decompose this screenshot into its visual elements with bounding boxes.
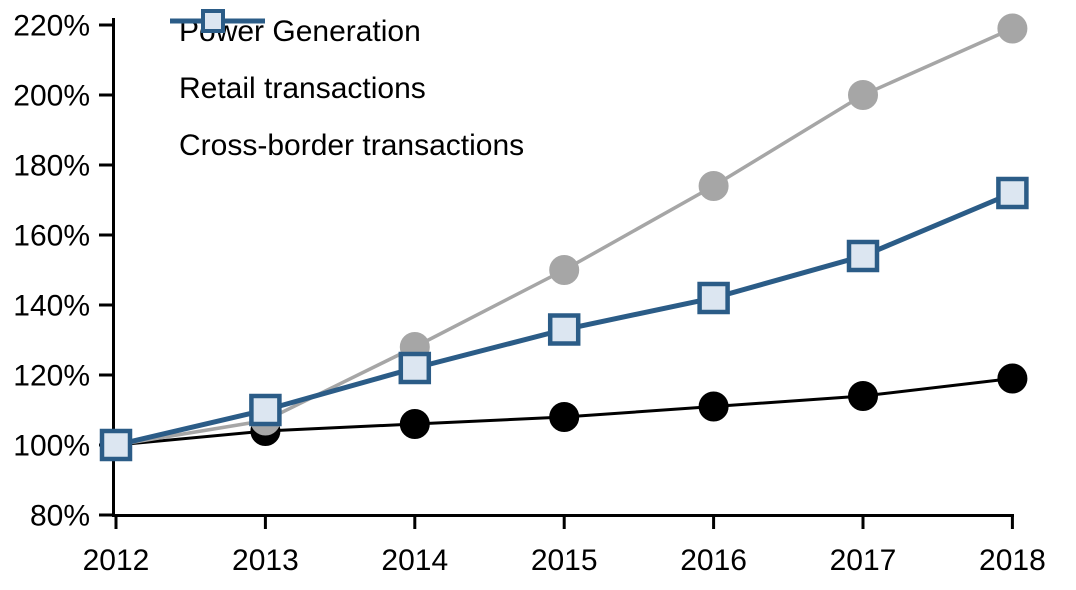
data-point-retail-transactions-2017 — [848, 80, 878, 110]
x-axis-tick-label: 2016 — [680, 544, 747, 577]
legend-item-retail-transactions: Retail transactions — [170, 9, 524, 117]
y-axis-tick-label: 100% — [13, 430, 90, 463]
data-point-power-generation-2017 — [848, 381, 878, 411]
y-axis-tick-label: 160% — [13, 220, 90, 253]
y-axis-tick-label: 200% — [13, 80, 90, 113]
chart-legend: Power Generation Retail transactions Cro… — [170, 3, 524, 174]
data-point-cross-border-transactions-2017 — [846, 239, 880, 273]
data-point-cross-border-transactions-2012 — [99, 428, 133, 462]
data-point-power-generation-2014 — [399, 409, 430, 439]
y-axis-tick-label: 180% — [13, 150, 90, 183]
legend-item-cross-border-transactions: Cross-border transactions — [170, 9, 525, 174]
data-point-retail-transactions-2018 — [997, 13, 1028, 44]
data-point-retail-transactions-2015 — [549, 255, 580, 285]
data-point-cross-border-transactions-2013 — [249, 393, 282, 427]
series-layer — [99, 13, 1029, 462]
legend-label: Cross-border transactions — [179, 128, 525, 162]
axis-ticks — [99, 23, 1014, 529]
x-axis-tick-label: 2015 — [531, 544, 598, 577]
x-axis-tick-label: 2013 — [232, 544, 299, 577]
data-point-retail-transactions-2016 — [698, 171, 729, 201]
y-axis-tick-label: 80% — [30, 500, 90, 533]
legend-label: Retail transactions — [179, 71, 426, 105]
data-point-cross-border-transactions-2018 — [996, 176, 1029, 210]
data-point-power-generation-2015 — [549, 402, 580, 432]
x-axis-tick-label: 2014 — [381, 544, 448, 577]
y-axis-tick-label: 120% — [13, 360, 90, 393]
axis-tick-labels: 80% 100% 120% 140% 160% 180% 200% 220% 2012 2013 2… — [13, 10, 1046, 578]
data-point-power-generation-2018 — [997, 363, 1028, 394]
y-axis-tick-label: 140% — [13, 290, 90, 323]
data-point-power-generation-2016 — [698, 391, 729, 422]
data-point-cross-border-transactions-2016 — [697, 281, 730, 315]
x-axis-tick-label: 2012 — [83, 544, 150, 577]
legend-marker-square-icon — [170, 9, 265, 33]
x-axis-tick-label: 2017 — [830, 544, 897, 577]
data-point-cross-border-transactions-2014 — [398, 351, 432, 385]
y-axis-tick-label: 220% — [13, 10, 90, 43]
data-point-cross-border-transactions-2015 — [547, 313, 581, 346]
x-axis-tick-label: 2018 — [979, 544, 1046, 577]
